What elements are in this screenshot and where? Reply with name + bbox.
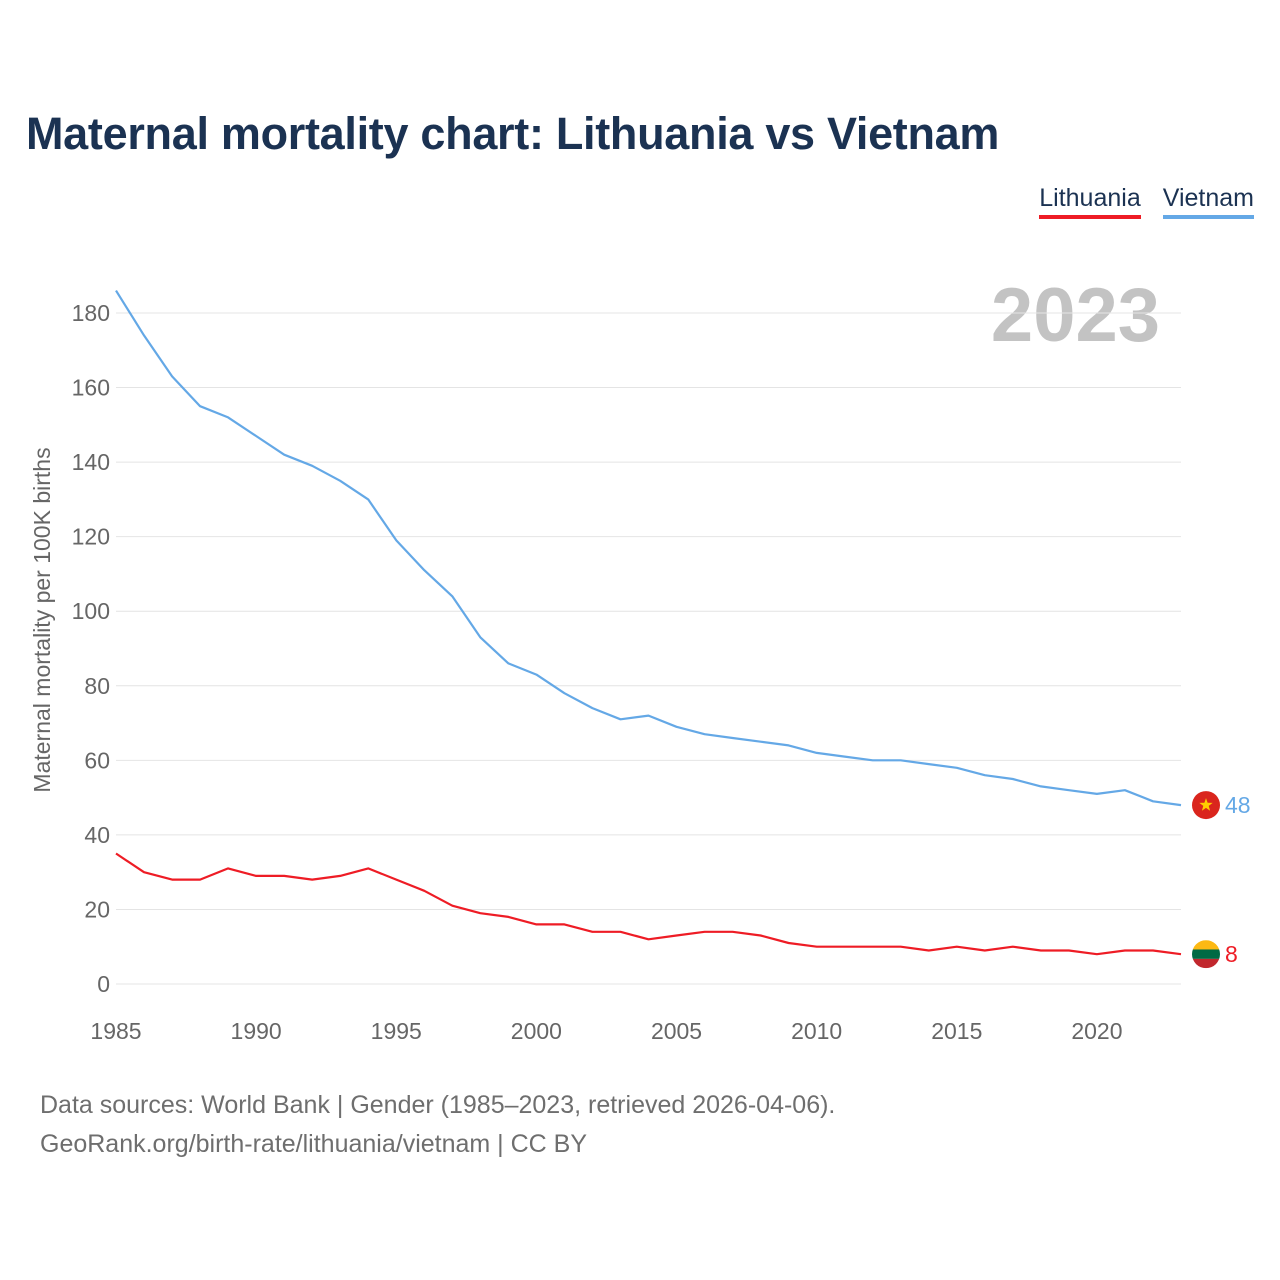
y-tick-label-100: 100 [72, 598, 110, 624]
x-tick-label-2020: 2020 [1071, 1018, 1122, 1044]
x-tick-label-2010: 2010 [791, 1018, 842, 1044]
y-tick-label-20: 20 [84, 896, 110, 922]
lithuania-flag-stripe-2 [1192, 958, 1220, 969]
footer-attribution: GeoRank.org/birth-rate/lithuania/vietnam… [40, 1130, 588, 1158]
y-tick-label-180: 180 [72, 300, 110, 326]
series-line-lithuania [115, 852, 1182, 956]
x-tick-label-2015: 2015 [931, 1018, 982, 1044]
y-tick-label-0: 0 [97, 971, 110, 997]
x-tick-label-2005: 2005 [651, 1018, 702, 1044]
lithuania-flag-stripe-0 [1192, 940, 1220, 950]
legend-item-lithuania[interactable]: Lithuania [1039, 184, 1141, 219]
y-axis-label: Maternal mortality per 100K births [29, 447, 55, 792]
x-tick-label-1985: 1985 [90, 1018, 141, 1044]
end-label-vietnam: 48 [1225, 792, 1251, 818]
y-tick-label-140: 140 [72, 449, 110, 475]
end-label-lithuania: 8 [1225, 941, 1238, 967]
footer: Data sources: World Bank | Gender (1985–… [40, 1086, 835, 1164]
year-watermark: 2023 [991, 273, 1160, 358]
x-tick-label-1995: 1995 [371, 1018, 422, 1044]
chart-title: Maternal mortality chart: Lithuania vs V… [26, 108, 1000, 159]
x-tick-label-2000: 2000 [511, 1018, 562, 1044]
y-tick-label-60: 60 [84, 747, 110, 773]
legend-item-vietnam[interactable]: Vietnam [1162, 184, 1254, 219]
vietnam-flag-star-icon [1199, 798, 1213, 811]
y-tick-label-40: 40 [84, 822, 110, 848]
line-chart: 2023 0 20 40 60 80 100 120 140 160 180 1985 1990 1995… [29, 273, 1251, 1044]
lithuania-flag-icon [1192, 940, 1220, 969]
x-tick-label-1990: 1990 [231, 1018, 282, 1044]
footer-sources: Data sources: World Bank | Gender (1985–… [40, 1091, 836, 1119]
y-tick-label-80: 80 [84, 673, 110, 699]
series-line-vietnam [115, 290, 1182, 807]
y-tick-label-160: 160 [72, 375, 110, 401]
y-tick-label-120: 120 [72, 524, 110, 550]
legend: Lithuania Vietnam [1039, 184, 1254, 219]
lithuania-flag-stripe-1 [1192, 949, 1220, 959]
